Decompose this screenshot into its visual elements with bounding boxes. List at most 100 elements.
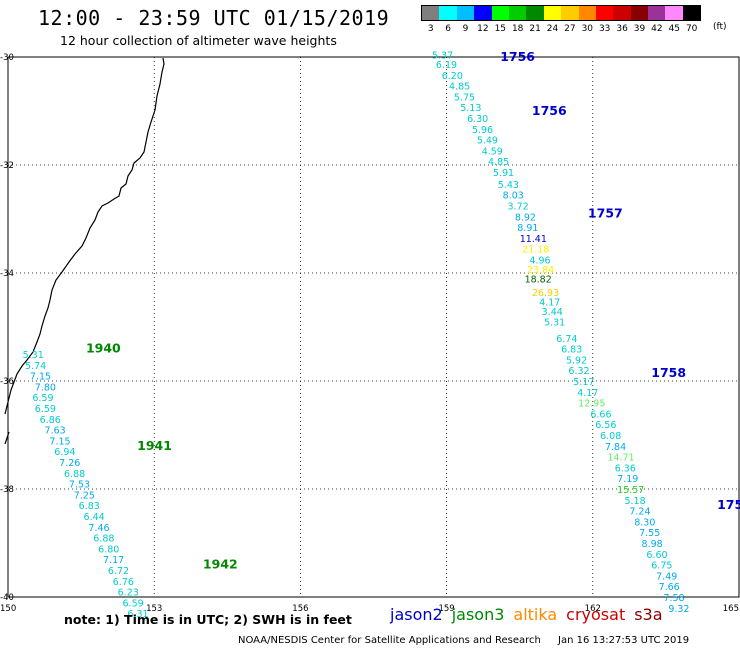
legend-swatch [578,6,596,20]
lon-label: 162 [585,604,601,614]
wave-height-label: 11.41 [520,234,547,245]
wave-height-label: 6.80 [98,544,119,555]
wave-height-label: 4.85 [449,82,470,93]
wave-height-label: 5.75 [454,92,475,103]
wave-height-label: 3.72 [508,202,529,213]
wave-height-label: 7.63 [45,426,66,437]
color-legend: 3 6 9 12 15 18 21 24 27 30 33 36 39 42 45 70 (ft) [421,5,727,35]
lat-label: -34 [0,269,14,279]
legend-swatch [595,6,614,20]
footer-timestamp: Jan 16 13:27:53 UTC 2019 [558,635,690,646]
lat-label: -32 [0,161,14,171]
wave-height-label: 8.91 [517,223,538,234]
pass-time-label: 1759 [717,497,740,512]
legend-swatch [648,6,666,20]
lon-label: 159 [438,604,454,614]
wave-height-label: 4.59 [482,146,503,157]
wave-height-label: 7.80 [35,382,56,393]
page-subtitle: 12 hour collection of altimeter wave hei… [60,33,337,48]
legend-tick-label: 15 [494,24,507,34]
legend-tick-label: 27 [564,24,576,34]
legend-swatch [456,6,475,20]
altimeter-tracks: 5.376.196.204.855.755.136.305.965.494.59… [23,50,690,620]
legend-swatch [508,6,527,20]
lon-label: 165 [723,604,739,614]
wave-height-label: 6.19 [436,60,457,71]
pass-time-label: 1757 [588,206,623,221]
satellite-legend: jason2 jason3 altika cryosat s3a [390,605,672,624]
wave-height-label: 7.66 [659,582,680,593]
wave-height-label: 5.91 [493,168,514,179]
note-text: note: 1) Time is in UTC; 2) SWH is in fe… [64,612,352,627]
wave-height-label: 5.96 [472,125,493,136]
wave-height-label: 3.44 [542,307,563,318]
wave-height-label: 5.49 [477,136,498,147]
satellite-name-s3a: s3a [634,605,663,624]
legend-tick-label: 6 [445,24,451,34]
satellite-name-altika: altika [513,605,558,624]
coastline [4,57,165,415]
wave-height-label: 6.86 [40,415,61,426]
legend-tick-label: 30 [581,24,594,34]
coastline-south [4,431,10,445]
page-title: 12:00 - 23:59 UTC 01/15/2019 [38,6,390,30]
lat-label: -40 [0,593,14,603]
wave-height-label: 7.58 [663,593,684,604]
legend-tick-label: 33 [598,24,611,34]
legend-tick-label: 12 [477,24,489,34]
wave-height-label: 7.46 [88,523,109,534]
wave-height-label: 7.53 [69,480,90,491]
legend-tick-label: 3 [427,24,434,34]
pass-time-label: 1756 [500,49,535,64]
legend-tick-label: 36 [616,24,628,34]
pass-time-label: 1756 [532,103,567,118]
wave-height-label: 5.37 [432,50,453,61]
lon-label: 150 [0,604,16,614]
wave-height-label: 8.98 [642,539,663,550]
satellite-name-cryosat: cryosat [566,605,626,624]
wave-height-label: 5.43 [498,180,519,191]
legend-tick-label: 24 [546,24,559,34]
wave-height-label: 6.88 [64,469,85,480]
legend-swatch [630,6,649,20]
legend-swatch [561,6,579,20]
wave-height-label: 8.92 [515,212,536,223]
satellite-name-jason3: jason3 [451,605,505,624]
wave-height-label: 14.71 [607,453,634,464]
wave-height-label: 6.59 [32,393,53,404]
legend-tick-labels: 3 6 9 12 15 18 21 24 27 30 33 36 39 42 45 70 [421,21,701,35]
lat-label: -36 [0,377,14,387]
pass-time-label: 1940 [86,341,121,356]
wave-height-label: 26.93 [532,288,559,299]
satellite-name-jason2: jason2 [390,605,443,624]
wave-height-label: 6.56 [595,420,616,431]
lon-label: 153 [146,604,162,614]
wave-height-label: 6.23 [118,588,139,599]
legend-unit: (ft) [713,22,727,32]
legend-swatch [439,6,457,20]
legend-color-bar [421,5,702,21]
pass-time-labels: 1756 1756 1757 1758 1759 1940 1941 1942 [86,49,740,572]
wave-height-label: 7.17 [103,555,124,566]
wave-height-label: 5.31 [23,350,44,361]
legend-swatch [491,6,509,20]
wave-height-label: 15.57 [617,485,644,496]
wave-height-label: 6.30 [467,114,488,125]
wave-height-label: 6.74 [556,334,577,345]
lat-label: -30 [0,53,14,63]
wave-height-label: 6.76 [113,577,134,588]
wave-height-label: 21.18 [522,245,549,256]
legend-swatch [422,6,440,20]
wave-height-label: 18.82 [525,274,552,285]
legend-swatch [526,6,544,20]
wave-height-label: 5.17 [573,377,594,388]
wave-height-label: 6.44 [84,512,105,523]
footer: NOAA/NESDIS Center for Satellite Applica… [238,635,689,646]
pass-time-label: 1942 [203,557,238,572]
wave-height-label: 7.24 [629,507,650,518]
pass-time-label: 1941 [137,438,172,453]
wave-height-label: 7.25 [74,490,95,501]
lat-label: -38 [0,485,14,495]
